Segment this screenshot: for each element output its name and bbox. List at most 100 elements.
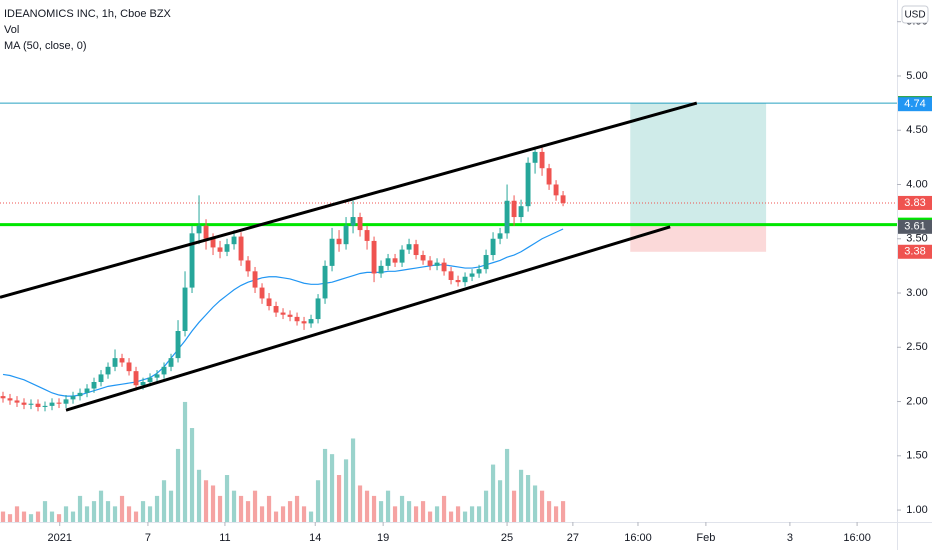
plot-area xyxy=(0,101,897,522)
volume-bar xyxy=(392,506,398,522)
volume-bar xyxy=(210,485,216,522)
candle-body xyxy=(210,238,216,248)
indicator-label: MA (50, close, 0) xyxy=(4,40,87,52)
candle-body xyxy=(455,279,461,283)
candle-body xyxy=(350,217,356,226)
candle-body xyxy=(98,374,104,383)
volume-bar xyxy=(497,480,503,522)
candle-body xyxy=(42,405,48,407)
candle-body xyxy=(280,312,286,315)
volume-bar xyxy=(154,495,160,522)
price-label-box xyxy=(898,244,932,259)
candle-body xyxy=(315,298,321,320)
volume-bar xyxy=(77,495,83,522)
candle-body xyxy=(378,265,384,274)
volume-bar xyxy=(126,506,132,522)
candle-body xyxy=(105,366,111,375)
volume-bar xyxy=(252,490,258,522)
volume-bar xyxy=(168,490,174,522)
candle-body xyxy=(462,276,468,283)
candle-body xyxy=(448,271,454,280)
volume-bar xyxy=(56,514,62,522)
candle-body xyxy=(56,402,62,404)
candle-body xyxy=(553,184,559,196)
volume-bar xyxy=(112,506,118,522)
candle-body xyxy=(476,269,482,274)
volume-bar xyxy=(455,506,461,522)
volume-bar xyxy=(504,448,510,522)
axes: 1.001.502.002.503.003.504.004.505.005.50… xyxy=(47,16,932,544)
candle-body xyxy=(140,382,146,386)
candle-body xyxy=(511,200,517,218)
volume-bar xyxy=(21,511,27,522)
volume-bar xyxy=(14,506,20,522)
candle-body xyxy=(560,195,566,203)
x-tick-label: 3 xyxy=(787,532,793,544)
volume-bar xyxy=(315,480,321,522)
candle-body xyxy=(14,400,20,403)
volume-bar xyxy=(469,506,475,522)
candle-body xyxy=(28,403,34,405)
y-tick-label: 1.50 xyxy=(906,450,927,462)
volume-bar xyxy=(343,459,349,522)
candle-body xyxy=(273,306,279,313)
candle-body xyxy=(119,358,125,363)
price-label: 3.38 xyxy=(904,246,925,258)
candle-body xyxy=(329,238,335,266)
currency[interactable]: USD xyxy=(904,10,925,21)
volume-bar xyxy=(532,485,538,522)
candle-body xyxy=(112,358,118,367)
volume-bar xyxy=(287,501,293,522)
volume-bar xyxy=(462,511,468,522)
ma-line xyxy=(2,228,564,397)
x-tick-label: 16:00 xyxy=(624,532,652,544)
volume-bar xyxy=(378,501,384,522)
candle-body xyxy=(427,260,433,266)
y-tick-label: 2.50 xyxy=(906,341,927,353)
volume-bar xyxy=(245,501,251,522)
volume-bar xyxy=(476,506,482,522)
x-tick-label: 27 xyxy=(567,532,579,544)
volume-bar xyxy=(483,490,489,522)
candle-body xyxy=(49,402,55,406)
indicator-label: Vol xyxy=(4,24,19,36)
price-label: 3.83 xyxy=(904,197,925,209)
candle-body xyxy=(469,273,475,277)
candle-body xyxy=(182,287,188,331)
candle-body xyxy=(70,396,76,400)
y-tick-label: 4.50 xyxy=(906,124,927,136)
volume-bar xyxy=(350,438,356,522)
volume-bar xyxy=(259,506,265,522)
candle-body xyxy=(504,200,510,234)
volume-bar xyxy=(238,495,244,522)
volume-bar xyxy=(91,501,97,522)
candle-body xyxy=(308,319,314,324)
price-label-box xyxy=(898,97,932,112)
candle-body xyxy=(399,249,405,263)
candle-body xyxy=(7,398,13,401)
volume-bar xyxy=(434,506,440,522)
volume-bar xyxy=(371,495,377,522)
volume-bar xyxy=(294,495,300,522)
chart-title: IDEANOMICS INC, 1h, Cboe BZX xyxy=(4,8,172,20)
volume-bar xyxy=(266,495,272,522)
volume-bar xyxy=(133,511,139,522)
volume-bar xyxy=(427,511,433,522)
volume-bar xyxy=(7,514,13,522)
candle-body xyxy=(483,255,489,270)
volume-bar xyxy=(560,501,566,522)
volume-bar xyxy=(182,401,188,522)
volume-bar xyxy=(336,475,342,522)
volume-bar xyxy=(0,511,6,522)
volume-bar xyxy=(490,464,496,522)
volume-bar xyxy=(539,490,545,522)
candle-body xyxy=(294,316,300,322)
candle-body xyxy=(392,258,398,263)
currency-box[interactable] xyxy=(901,5,929,24)
volume-bar xyxy=(301,506,307,522)
volume-bar xyxy=(399,495,405,522)
candle-body xyxy=(532,151,538,163)
candle-body xyxy=(175,330,181,359)
